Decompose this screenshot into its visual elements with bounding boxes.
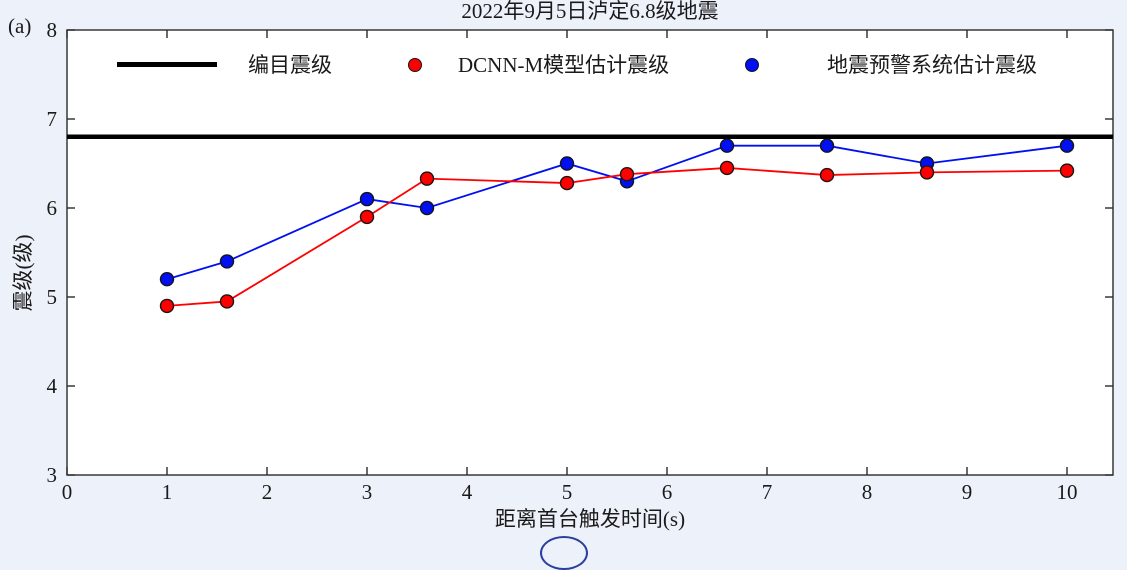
legend-label-catalog: 编目震级 <box>248 53 332 77</box>
data-point <box>619 166 635 182</box>
y-tick-label: 3 <box>47 463 58 487</box>
x-tick-label: 2 <box>262 480 273 504</box>
data-point <box>719 138 735 153</box>
x-tick-label: 3 <box>362 480 373 504</box>
y-tick-label: 7 <box>47 107 58 131</box>
x-tick-label: 9 <box>962 480 973 504</box>
data-point <box>359 191 375 207</box>
chart-svg: 0 1 2 3 4 5 6 7 8 9 10 3 4 5 6 7 8 <box>47 18 1114 504</box>
x-tick-label: 6 <box>662 480 673 504</box>
data-point <box>359 209 375 225</box>
cropped-circle-watermark <box>540 536 588 570</box>
x-tick-label: 7 <box>762 480 773 504</box>
data-point <box>219 254 235 269</box>
legend-label-eew: 地震预警系统估计震级 <box>827 53 1037 77</box>
axes-frame <box>66 29 1114 476</box>
legend-dot-eew-icon <box>745 58 759 72</box>
data-point <box>1059 138 1075 153</box>
x-tick-label: 5 <box>562 480 573 504</box>
x-tick-label: 10 <box>1057 480 1078 504</box>
data-point <box>419 200 435 216</box>
legend-label-dcnn: DCNN-M模型估计震级 <box>458 53 670 77</box>
x-tick-label: 1 <box>162 480 173 504</box>
plot-area <box>67 30 1113 475</box>
figure-panel: 0 1 2 3 4 5 6 7 8 9 10 3 4 5 6 7 8 (a) 2022年9月5日泸定6.8级地震… <box>8 0 1114 570</box>
data-point <box>159 272 175 287</box>
x-axis-label: 距离首台触发时间(s) <box>494 507 686 531</box>
legend-dot-dcnn-icon <box>408 58 422 72</box>
legend-line-swatch-catalog <box>117 62 217 67</box>
data-point <box>819 138 835 153</box>
y-tick-label: 5 <box>47 285 58 309</box>
series-line <box>166 144 1068 281</box>
data-point <box>419 171 435 186</box>
x-tick-label: 0 <box>62 480 73 504</box>
data-point <box>559 175 575 191</box>
data-point <box>719 160 735 176</box>
data-point <box>559 156 575 171</box>
chart-title: 2022年9月5日泸定6.8级地震 <box>461 0 719 23</box>
data-point <box>1059 163 1075 178</box>
x-tick-label: 4 <box>462 480 473 504</box>
x-tick-label: 8 <box>862 480 873 504</box>
data-point <box>819 167 835 183</box>
y-tick-label: 8 <box>47 18 58 42</box>
data-point <box>159 298 175 314</box>
series-line <box>166 167 1068 307</box>
panel-label: (a) <box>8 14 32 38</box>
data-point <box>219 294 235 309</box>
data-point <box>919 165 935 180</box>
y-tick-label: 4 <box>47 374 58 398</box>
y-tick-label: 6 <box>47 196 58 220</box>
y-axis-label: 震级(级) <box>11 234 35 312</box>
